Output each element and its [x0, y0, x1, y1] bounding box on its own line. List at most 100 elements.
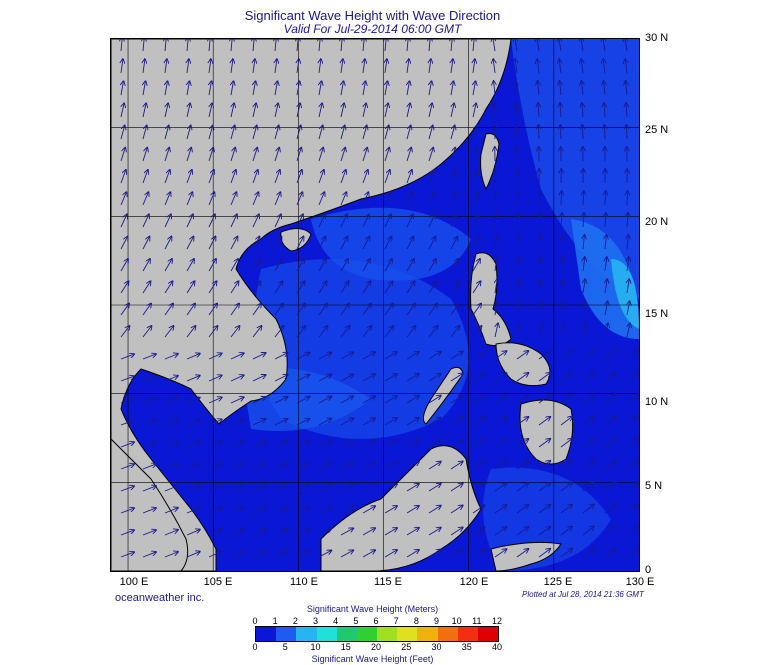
- direction-arrow: [626, 482, 638, 492]
- direction-arrow: [340, 237, 348, 250]
- direction-arrow: [406, 550, 419, 558]
- direction-arrow: [428, 506, 441, 514]
- direction-arrow: [186, 170, 192, 184]
- direction-arrow: [406, 170, 412, 184]
- direction-arrow: [384, 237, 392, 250]
- direction-arrow: [429, 103, 432, 118]
- direction-arrow: [538, 373, 550, 382]
- direction-arrow: [517, 323, 520, 338]
- direction-arrow: [627, 191, 628, 206]
- direction-arrow: [340, 396, 353, 404]
- direction-arrow: [275, 39, 276, 52]
- lon-label-120e: 120 E: [459, 576, 489, 588]
- direction-arrow: [208, 353, 222, 360]
- direction-arrow: [340, 550, 353, 558]
- direction-arrow: [120, 237, 128, 250]
- lat-label-0: 0: [645, 564, 652, 576]
- mindanao-island: [519, 399, 574, 465]
- direction-arrow: [164, 214, 171, 228]
- direction-arrow: [230, 463, 244, 470]
- direction-arrow: [560, 549, 572, 558]
- direction-arrow: [626, 504, 638, 514]
- direction-arrow: [143, 103, 146, 118]
- direction-arrow: [625, 39, 627, 52]
- direction-arrow: [538, 527, 550, 536]
- direction-arrow: [384, 148, 389, 162]
- direction-arrow: [472, 395, 485, 404]
- direction-arrow: [318, 352, 331, 360]
- direction-arrow: [495, 323, 498, 338]
- direction-arrow: [230, 259, 238, 272]
- direction-arrow: [428, 170, 434, 184]
- direction-arrow: [318, 281, 327, 294]
- direction-arrow: [231, 81, 234, 96]
- direction-arrow: [450, 549, 463, 558]
- direction-arrow: [318, 462, 331, 470]
- direction-arrow: [274, 281, 283, 294]
- scale-segment: [457, 627, 478, 641]
- direction-arrow: [626, 81, 627, 96]
- direction-arrow: [627, 213, 628, 228]
- direction-arrow: [561, 257, 563, 272]
- direction-arrow: [561, 301, 564, 316]
- direction-arrow: [186, 281, 195, 294]
- direction-arrow: [582, 103, 583, 118]
- direction-arrow: [121, 81, 124, 96]
- direction-arrow: [318, 304, 327, 316]
- direction-arrow: [120, 214, 127, 228]
- direction-arrow: [539, 279, 541, 294]
- direction-arrow: [516, 125, 517, 140]
- direction-arrow: [625, 59, 627, 74]
- direction-arrow: [560, 351, 572, 360]
- direction-arrow: [120, 420, 134, 426]
- direction-arrow: [495, 301, 498, 316]
- direction-arrow: [450, 259, 458, 272]
- direction-arrow: [319, 103, 322, 118]
- direction-arrow: [406, 462, 419, 470]
- direction-arrow: [340, 192, 346, 206]
- direction-arrow: [318, 148, 323, 162]
- direction-arrow: [472, 281, 481, 294]
- direction-arrow: [604, 416, 616, 426]
- direction-arrow: [274, 551, 288, 558]
- direction-arrow: [164, 326, 174, 338]
- direction-arrow: [120, 304, 129, 316]
- direction-arrow: [603, 39, 605, 52]
- direction-arrow: [581, 39, 583, 52]
- scale-segment: [276, 627, 297, 641]
- direction-arrow: [384, 326, 394, 338]
- direction-arrow: [428, 326, 438, 338]
- direction-arrow: [516, 527, 528, 536]
- direction-arrow: [538, 125, 539, 140]
- direction-arrow: [450, 483, 463, 492]
- direction-arrow: [142, 326, 152, 338]
- direction-arrow: [363, 39, 364, 52]
- meters-tick: 10: [451, 616, 462, 626]
- direction-arrow: [406, 237, 414, 250]
- direction-arrow: [582, 125, 583, 140]
- direction-arrow: [164, 237, 172, 250]
- direction-arrow: [538, 505, 550, 514]
- direction-arrow: [208, 237, 216, 250]
- direction-arrow: [428, 550, 441, 558]
- direction-arrow: [428, 462, 441, 470]
- direction-arrow: [252, 259, 260, 272]
- direction-arrow: [494, 549, 507, 558]
- direction-arrow: [406, 506, 419, 514]
- direction-arrow: [296, 281, 305, 294]
- direction-arrow: [605, 301, 608, 316]
- direction-arrow: [230, 419, 244, 426]
- direction-arrow: [472, 417, 485, 426]
- direction-arrow: [626, 372, 638, 382]
- direction-arrow: [319, 39, 320, 52]
- direction-arrow: [604, 103, 605, 118]
- direction-arrow: [208, 507, 222, 514]
- direction-arrow: [582, 438, 594, 448]
- direction-arrow: [495, 191, 496, 206]
- direction-arrow: [296, 375, 309, 382]
- direction-arrow: [539, 213, 540, 228]
- direction-arrow: [230, 353, 244, 360]
- lat-label-25n: 25 N: [645, 124, 669, 136]
- scale-segment: [377, 627, 398, 641]
- direction-arrow: [120, 170, 126, 184]
